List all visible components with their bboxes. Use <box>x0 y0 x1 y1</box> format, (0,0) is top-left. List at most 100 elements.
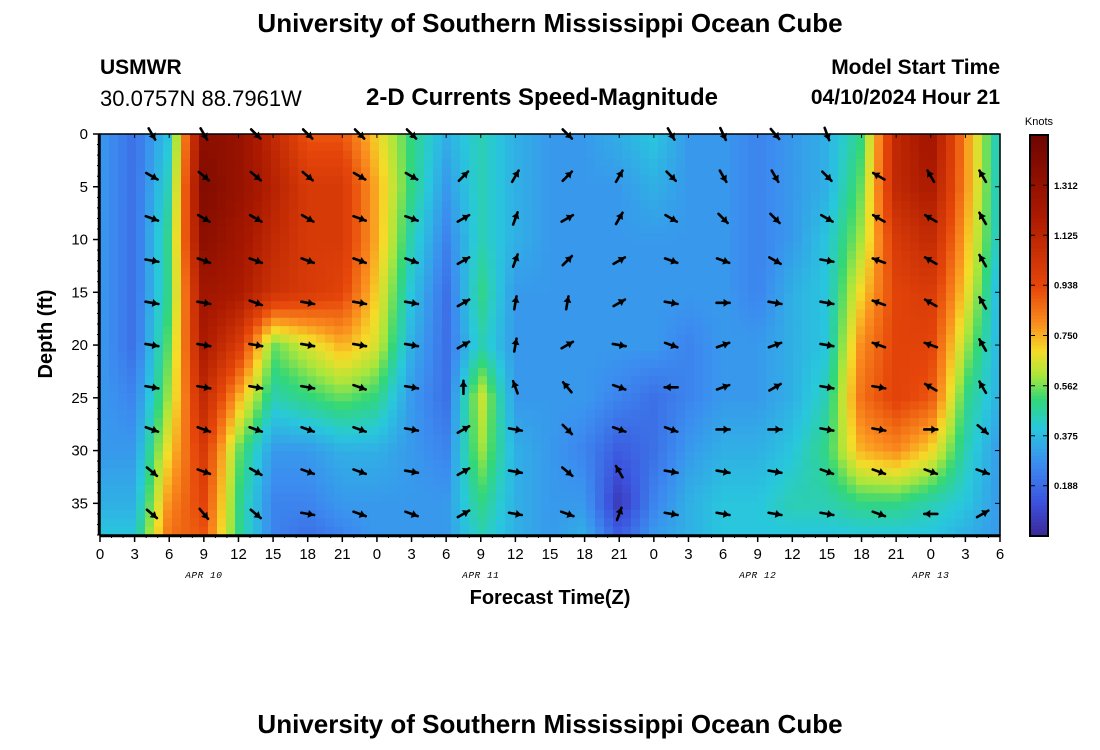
heatmap-cell <box>289 334 299 344</box>
heatmap-cell <box>829 209 839 219</box>
heatmap-cell <box>316 484 326 494</box>
heatmap-cell <box>505 175 515 185</box>
heatmap-cell <box>649 476 659 486</box>
heatmap-cell <box>955 309 965 319</box>
heatmap-cell <box>811 284 821 294</box>
heatmap-cell <box>379 250 389 260</box>
heatmap-cell <box>541 309 551 319</box>
heatmap-cell <box>928 184 938 194</box>
heatmap-cell <box>478 234 488 244</box>
heatmap-cell <box>667 526 677 536</box>
heatmap-cell <box>649 359 659 369</box>
heatmap-cell <box>541 443 551 453</box>
heatmap-cell <box>865 376 875 386</box>
heatmap-cell <box>874 376 884 386</box>
heatmap-cell <box>847 259 857 269</box>
heatmap-cell <box>271 200 281 210</box>
heatmap-cell <box>406 284 416 294</box>
heatmap-cell <box>865 134 875 143</box>
heatmap-cell <box>613 309 623 319</box>
heatmap-cell <box>766 376 776 386</box>
heatmap-cell <box>928 250 938 260</box>
heatmap-cell <box>676 468 686 478</box>
heatmap-cell <box>163 225 173 235</box>
heatmap-cell <box>586 142 596 152</box>
heatmap-cell <box>478 342 488 352</box>
heatmap-cell <box>136 175 146 185</box>
heatmap-cell <box>397 175 407 185</box>
heatmap-cell <box>352 317 362 327</box>
heatmap-cell <box>613 518 623 528</box>
heatmap-cell <box>919 518 929 528</box>
heatmap-cell <box>325 501 335 511</box>
heatmap-cell <box>838 418 848 427</box>
heatmap-cell <box>802 518 812 528</box>
heatmap-cell <box>172 342 182 352</box>
heatmap-cell <box>244 209 254 219</box>
heatmap-cell <box>388 376 398 386</box>
heatmap-cell <box>352 276 362 285</box>
heatmap-cell <box>451 276 461 285</box>
heatmap-cell <box>451 159 461 169</box>
heatmap-cell <box>505 434 515 444</box>
heatmap-cell <box>316 443 326 453</box>
heatmap-cell <box>667 459 677 469</box>
heatmap-cell <box>901 501 911 511</box>
heatmap-cell <box>748 401 758 411</box>
heatmap-cell <box>478 309 488 319</box>
heatmap-cell <box>892 476 902 486</box>
heatmap-cell <box>280 159 290 169</box>
heatmap-cell <box>127 526 137 536</box>
heatmap-cell <box>307 443 317 453</box>
heatmap-cell <box>343 159 353 169</box>
heatmap-cell <box>226 418 236 427</box>
heatmap-cell <box>964 518 974 528</box>
heatmap-cell <box>838 484 848 494</box>
heatmap-cell <box>559 484 569 494</box>
heatmap-cell <box>775 326 785 336</box>
heatmap-cell <box>334 301 344 311</box>
heatmap-cell <box>901 418 911 427</box>
heatmap-cell <box>757 351 767 361</box>
heatmap-cell <box>892 401 902 411</box>
heatmap-cell <box>163 367 173 377</box>
current-arrow <box>819 213 834 223</box>
heatmap-cell <box>505 468 515 478</box>
heatmap-cell <box>694 518 704 528</box>
heatmap-cell <box>739 434 749 444</box>
heatmap-cell <box>370 476 380 486</box>
heatmap-cell <box>352 334 362 344</box>
heatmap-cell <box>694 359 704 369</box>
heatmap-cell <box>937 426 947 436</box>
heatmap-cell <box>919 250 929 260</box>
heatmap-cell <box>730 376 740 386</box>
heatmap-cell <box>946 192 956 202</box>
heatmap-cell <box>595 384 605 394</box>
heatmap-cell <box>541 276 551 285</box>
heatmap-cell <box>838 267 848 277</box>
heatmap-cell <box>730 175 740 185</box>
heatmap-cell <box>523 309 533 319</box>
heatmap-cell <box>325 234 335 244</box>
current-arrow <box>300 257 316 265</box>
heatmap-cell <box>163 468 173 478</box>
heatmap-cell <box>136 509 146 519</box>
heatmap-cell <box>271 484 281 494</box>
heatmap-cell <box>973 384 983 394</box>
heatmap-cell <box>892 501 902 511</box>
heatmap-cell <box>883 334 893 344</box>
heatmap-cell <box>730 526 740 536</box>
heatmap-cell <box>262 392 272 402</box>
heatmap-cell <box>730 418 740 427</box>
heatmap-cell <box>775 518 785 528</box>
heatmap-cell <box>235 276 245 285</box>
heatmap-cell <box>523 142 533 152</box>
heatmap-cell <box>289 459 299 469</box>
heatmap-cell <box>964 242 974 252</box>
heatmap-cell <box>955 234 965 244</box>
heatmap-cell <box>757 342 767 352</box>
heatmap-cell <box>280 209 290 219</box>
heatmap-cell <box>298 234 308 244</box>
heatmap-cell <box>829 292 839 302</box>
heatmap-cell <box>631 359 641 369</box>
